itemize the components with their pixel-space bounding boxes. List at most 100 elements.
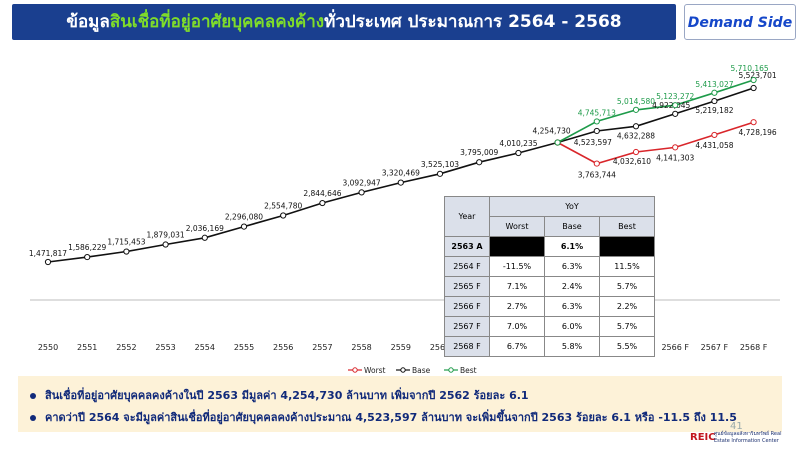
data-label-base: 3,795,009: [460, 148, 498, 157]
legend-marker-base: [400, 367, 406, 373]
legend-label: Worst: [364, 366, 386, 375]
data-label-worst: 4,431,058: [695, 141, 733, 150]
summary-box: สินเชื่อที่อยู่อาศัยบุคคลคงค้างในปี 2563…: [18, 376, 782, 432]
data-point-base: [240, 223, 248, 230]
data-point-worst: [711, 131, 718, 139]
masked-cell: [599, 236, 655, 257]
data-label-base: 1,586,229: [68, 243, 106, 252]
data-label-best: 5,413,027: [695, 80, 733, 89]
data-point-base: [711, 97, 718, 105]
data-label-base: 1,715,453: [107, 238, 145, 247]
data-label-worst: 3,763,744: [578, 171, 616, 180]
row-year: 2563 A: [444, 236, 490, 257]
row-best: 5.7%: [599, 316, 655, 337]
row-best: 5.7%: [599, 276, 655, 297]
data-label-worst: 4,141,303: [656, 153, 694, 162]
data-point-worst: [750, 119, 757, 126]
data-label-base: 5,219,182: [695, 106, 733, 115]
demand-side-tag: Demand Side: [684, 4, 796, 40]
x-tick-label: 2560: [430, 343, 450, 352]
data-point-base: [280, 212, 287, 219]
data-point-base: [123, 248, 130, 255]
data-point-worst: [593, 160, 600, 167]
data-point-worst: [632, 148, 640, 156]
x-tick-label: 2568 F: [740, 343, 768, 352]
row-worst: 2.7%: [489, 296, 545, 317]
data-point-base: [201, 234, 208, 241]
x-tick-label: 2551: [77, 343, 97, 352]
data-label-base: 5,523,701: [739, 71, 777, 80]
data-label-base: 1,879,031: [147, 231, 185, 240]
data-point-base: [436, 170, 444, 177]
row-base: 6.0%: [544, 316, 600, 337]
data-point-base: [632, 123, 640, 130]
data-point-best: [750, 76, 757, 84]
summary-bullet: คาดว่าปี 2564 จะมีมูลค่าสินเชื่อที่อยู่อ…: [30, 408, 737, 426]
logo-mark: REIC: [690, 432, 716, 443]
row-base: 5.8%: [544, 336, 600, 357]
bullet-text: คาดว่าปี 2564 จะมีมูลค่าสินเชื่อที่อยู่อ…: [45, 411, 737, 424]
data-point-base: [44, 258, 52, 266]
col-header-best: Best: [599, 216, 655, 237]
data-point-base: [515, 149, 522, 157]
data-label-base: 1,471,817: [29, 249, 67, 258]
data-point-base: [476, 159, 483, 166]
x-tick-label: 2552: [116, 343, 136, 352]
x-tick-label: 2559: [391, 343, 411, 352]
row-best: 5.5%: [599, 336, 655, 357]
data-label-base: 2,844,646: [303, 189, 341, 198]
data-label-base: 4,922,045: [652, 101, 690, 110]
x-tick-label: 2557: [312, 343, 332, 352]
legend-label: Best: [460, 366, 477, 375]
row-year: 2567 F: [444, 316, 490, 337]
row-base: 6.3%: [544, 256, 600, 277]
line-chart: 2550 2551 2552 2553 2554 2555 2556 2557 2558 2559…: [29, 64, 780, 375]
data-point-worst: [672, 144, 679, 151]
data-point-base: [672, 110, 679, 117]
legend-label: Base: [412, 366, 431, 375]
x-tick-label: 2567 F: [701, 343, 729, 352]
data-label-worst: 4,032,610: [613, 157, 651, 166]
row-year: 2565 F: [444, 276, 490, 297]
row-year: 2566 F: [444, 296, 490, 317]
col-header-base: Base: [544, 216, 600, 237]
data-point-base: [162, 241, 169, 248]
header: ข้อมูลสินเชื่อที่อยู่อาศัยบุคคลคงค้างทั่…: [0, 0, 800, 44]
data-label-worst: 4,728,196: [739, 128, 777, 137]
data-point-best: [554, 139, 561, 146]
x-tick-label: 2553: [155, 343, 175, 352]
data-point-base: [750, 84, 757, 92]
data-point-base: [319, 199, 326, 207]
row-base: 6.3%: [544, 296, 600, 317]
bullet-text: สินเชื่อที่อยู่อาศัยบุคคลคงค้างในปี 2563…: [45, 389, 529, 402]
table-row: 2568 F 6.7% 5.8% 5.5%: [444, 336, 655, 357]
data-label-best: 5,123,272: [656, 92, 694, 101]
data-label-base: 3,320,469: [382, 169, 420, 178]
data-point-base: [84, 253, 91, 261]
x-tick-label: 2558: [351, 343, 371, 352]
title-pre: ข้อมูล: [66, 12, 110, 32]
x-tick-label: 2556: [273, 343, 293, 352]
data-label-base: 2,296,080: [225, 213, 263, 222]
table-row: 2563 A 6.1%: [444, 236, 655, 257]
row-base: 6.1%: [544, 236, 600, 257]
title-post: ทั่วประเทศ ประมาณการ 2564 - 2568: [324, 12, 622, 32]
yoy-table: Year YoY Worst Base Best 2563 A 6.1% 256…: [444, 196, 655, 357]
bullet-dot-icon: [30, 415, 36, 421]
col-header-worst: Worst: [489, 216, 545, 237]
data-point-base: [358, 189, 365, 196]
year-header: Year: [444, 196, 490, 237]
data-label-base: 4,010,235: [499, 139, 537, 148]
row-worst: 6.7%: [489, 336, 545, 357]
row-best: 11.5%: [599, 256, 655, 277]
x-tick-label: 2555: [234, 343, 254, 352]
data-point-base: [397, 179, 404, 186]
x-tick-label: 2554: [195, 343, 215, 352]
data-point-best: [632, 106, 640, 113]
data-label-base: 3,092,947: [343, 178, 381, 187]
data-point-best: [711, 89, 718, 96]
chart-area: 2550 2551 2552 2553 2554 2555 2556 2557 2558 2559…: [0, 44, 800, 376]
data-label-best: 4,745,713: [578, 108, 616, 117]
row-base: 2.4%: [544, 276, 600, 297]
x-tick-label: 2550: [38, 343, 58, 352]
